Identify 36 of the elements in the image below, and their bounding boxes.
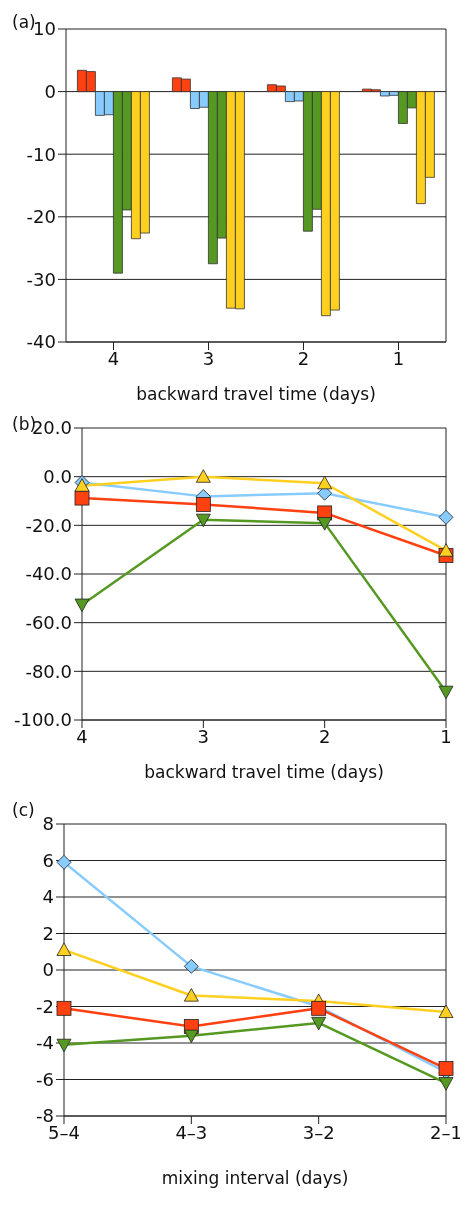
- x-tick-label: 1: [440, 725, 452, 747]
- x-tick-label: 3–2: [302, 1121, 335, 1143]
- y-tick-label: -30: [26, 268, 56, 290]
- x-tick-label: 2: [297, 347, 310, 369]
- y-tick-label: -20: [26, 206, 56, 228]
- y-tick-label: -10: [26, 143, 56, 165]
- y-tick-label: 8: [42, 813, 54, 835]
- x-tick-label: 4: [107, 347, 120, 369]
- y-tick-label: -80.0: [25, 660, 72, 682]
- y-tick-label: -2: [36, 995, 54, 1017]
- x-tick-label: 4: [76, 725, 88, 747]
- y-tick-label: 10: [33, 18, 56, 40]
- y-tick-label: 0: [42, 959, 54, 981]
- y-tick-label: 4: [42, 886, 54, 908]
- y-tick-label: -40: [26, 331, 56, 353]
- x-axis-title: mixing interval (days): [161, 1168, 349, 1188]
- x-tick-label: 2: [318, 725, 331, 747]
- y-tick-label: 0: [44, 80, 56, 102]
- y-tick-label: -4: [36, 1032, 54, 1054]
- x-tick-label: 3: [197, 725, 210, 747]
- y-tick-label: -40.0: [25, 563, 72, 585]
- y-tick-label: -20.0: [25, 514, 72, 536]
- y-tick-label: -100.0: [13, 709, 72, 731]
- x-tick-label: 3: [202, 347, 215, 369]
- y-tick-label: -60.0: [25, 612, 72, 634]
- x-axis-title: backward travel time (days): [136, 384, 376, 404]
- x-tick-label: 1: [392, 347, 405, 369]
- x-tick-label: 4–3: [175, 1121, 208, 1143]
- y-tick-label: 6: [42, 849, 54, 871]
- chart-title: (c): [12, 800, 35, 820]
- x-axis-title: backward travel time (days): [144, 762, 384, 782]
- y-tick-label: 2: [42, 922, 54, 944]
- chart-title: (a): [12, 12, 36, 32]
- x-tick-label: 2–1: [430, 1121, 462, 1143]
- y-tick-label: 0.0: [43, 466, 72, 488]
- y-tick-label: -6: [36, 1068, 54, 1090]
